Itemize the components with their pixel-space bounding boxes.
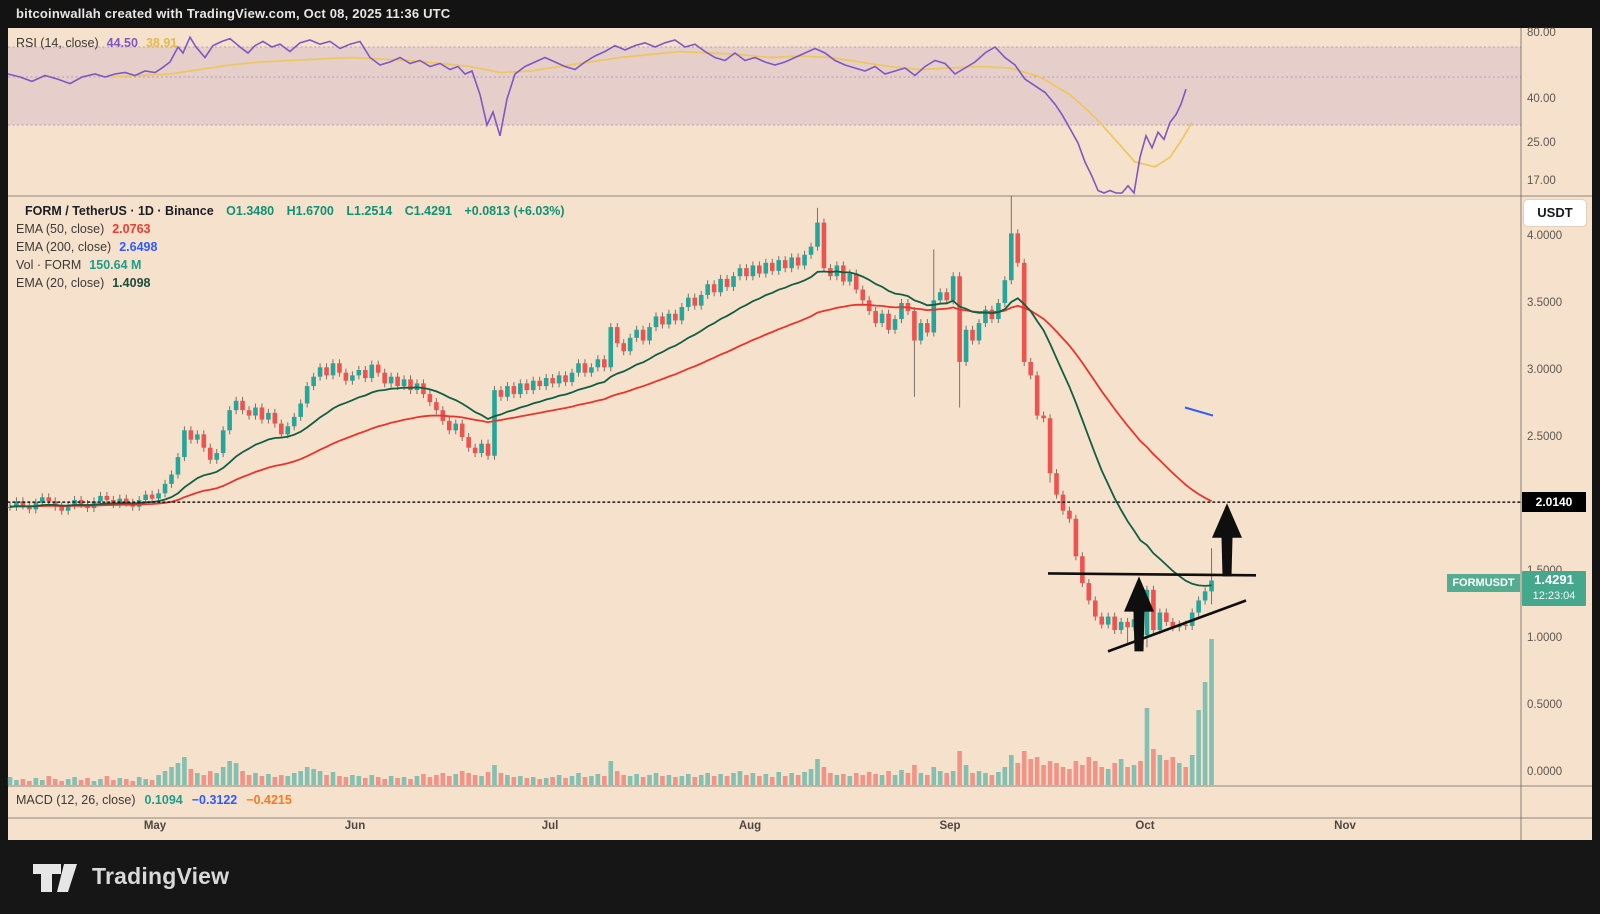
month-label-Sep: Sep: [939, 820, 961, 832]
price-axis-label-2.5000: 2.5000: [1527, 431, 1563, 443]
tradingview-logo[interactable]: TradingView: [32, 856, 229, 896]
rsi-axis-label-25.00: 25.00: [1527, 137, 1556, 149]
ema200-legend-row[interactable]: EMA (200, close) 2.6498: [16, 238, 565, 256]
month-label-Jul: Jul: [541, 820, 559, 832]
currency-toggle-button[interactable]: USDT: [1524, 200, 1586, 226]
rsi-axis-label-17.00: 17.00: [1527, 175, 1556, 187]
ema20-value: 1.4098: [112, 276, 151, 290]
macd-label[interactable]: MACD (12, 26, close): [16, 793, 136, 807]
macd-signal-value: −0.3122: [191, 793, 238, 807]
symbol-title[interactable]: FORM / TetherUS · 1D · Binance: [25, 204, 214, 218]
macd-hist-value: −0.4215: [246, 793, 292, 807]
chart-card[interactable]: [8, 28, 1592, 840]
price-axis-label-1.0000: 1.0000: [1527, 632, 1563, 644]
tradingview-wordmark: TradingView: [92, 862, 230, 889]
main-legend: FORM / TetherUS · 1D · Binance O1.3480 H…: [16, 202, 565, 292]
ohlc-close: C1.4291: [404, 204, 452, 218]
ohlc-open: O1.3480: [226, 204, 275, 218]
volume-value: 150.64 M: [89, 258, 142, 272]
macd-legend[interactable]: MACD (12, 26, close) 0.1094 −0.3122 −0.4215: [16, 793, 292, 807]
footer-bar: [0, 840, 1600, 914]
ema20-label[interactable]: EMA (20, close): [16, 276, 105, 290]
rsi-ma-value: 38.91: [145, 36, 178, 50]
price-axis-label-0.5000: 0.5000: [1527, 699, 1563, 711]
rsi-legend[interactable]: RSI (14, close) 44.50 38.91: [16, 36, 177, 50]
price-axis-label-3.0000: 3.0000: [1527, 364, 1563, 376]
month-label-Nov: Nov: [1334, 820, 1356, 832]
symbol-row[interactable]: FORM / TetherUS · 1D · Binance O1.3480 H…: [16, 202, 565, 220]
ema50-label[interactable]: EMA (50, close): [16, 222, 105, 236]
ema200-label[interactable]: EMA (200, close): [16, 240, 112, 254]
ohlc-high: H1.6700: [286, 204, 334, 218]
month-label-Oct: Oct: [1135, 820, 1155, 832]
rsi-value: 44.50: [106, 36, 138, 50]
ema50-value: 2.0763: [112, 222, 151, 236]
month-label-Jun: Jun: [344, 820, 366, 832]
ema50-legend-row[interactable]: EMA (50, close) 2.0763: [16, 220, 565, 238]
ema20-legend-row[interactable]: EMA (20, close) 1.4098: [16, 274, 565, 292]
month-label-Aug: Aug: [738, 820, 762, 832]
price-axis-label-4.0000: 4.0000: [1527, 230, 1563, 242]
last-price-axis-tag: 1.4291 12:23:04: [1522, 571, 1586, 606]
attribution-bar: bitcoinwallah created with TradingView.c…: [0, 0, 1600, 28]
macd-value: 0.1094: [144, 793, 183, 807]
price-axis-label-3.5000: 3.5000: [1527, 297, 1563, 309]
ema200-value: 2.6498: [119, 240, 158, 254]
last-price-value: 1.4291: [1534, 572, 1574, 587]
last-price-symbol-tag: FORMUSDT: [1447, 574, 1520, 592]
bar-countdown: 12:23:04: [1532, 590, 1576, 602]
rsi-legend-label[interactable]: RSI (14, close): [16, 36, 99, 50]
volume-legend-row[interactable]: Vol · FORM 150.64 M: [16, 256, 565, 274]
volume-label[interactable]: Vol · FORM: [16, 258, 82, 272]
ohlc-low: L1.2514: [346, 204, 393, 218]
rsi-axis-label-80.00: 80.00: [1527, 27, 1556, 39]
tradingview-logo-icon: [33, 864, 77, 892]
month-label-May: May: [143, 820, 167, 832]
price-line-axis-tag: 2.0140: [1522, 492, 1586, 512]
rsi-axis-label-40.00: 40.00: [1527, 93, 1556, 105]
ohlc-change: +0.0813 (+6.03%): [464, 204, 565, 218]
price-axis-label-0.0000: 0.0000: [1527, 766, 1563, 778]
attribution-text: bitcoinwallah created with TradingView.c…: [16, 6, 451, 21]
